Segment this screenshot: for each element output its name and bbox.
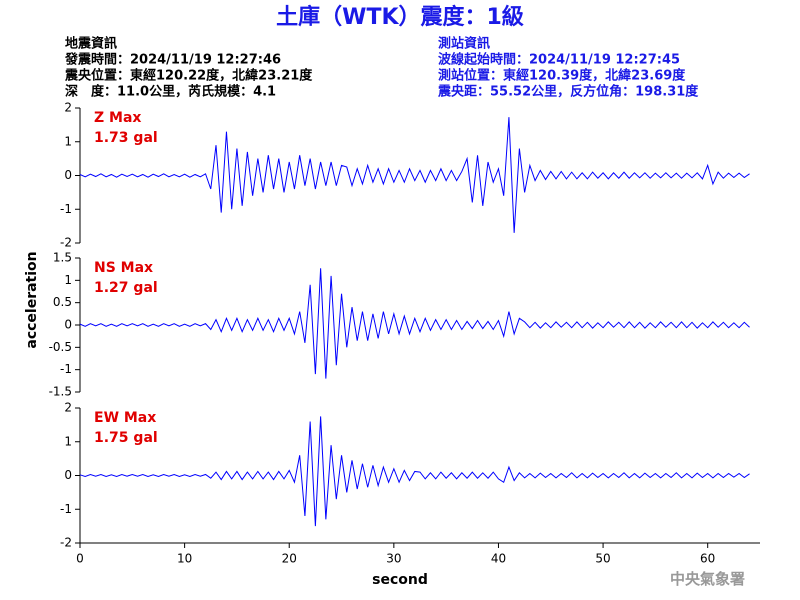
y-tick-label: -1 [60, 362, 72, 376]
y-axis-label: acceleration [24, 251, 40, 348]
y-tick-label: 0 [64, 468, 72, 482]
x-tick-label: 40 [491, 552, 506, 566]
y-tick-label: 1 [64, 434, 72, 448]
y-tick-label: -1 [60, 502, 72, 516]
max-label: 1.27 gal [94, 280, 158, 296]
quake-info: 地震資訊 [65, 36, 117, 52]
station-info: 波線起始時間：2024/11/19 12:27:45 [438, 52, 680, 68]
quake-info: 深 度：11.0公里，芮氏規模：4.1 [65, 84, 276, 100]
x-tick-label: 10 [177, 552, 192, 566]
y-tick-label: 0 [64, 318, 72, 332]
y-tick-label: 1.5 [53, 251, 72, 265]
y-tick-label: -1 [60, 202, 72, 216]
y-tick-label: 0 [64, 168, 72, 182]
y-tick-label: -0.5 [49, 340, 72, 354]
station-info: 震央距：55.52公里，反方位角：198.31度 [437, 84, 699, 100]
y-tick-label: -1.5 [49, 385, 72, 399]
y-tick-label: 1 [64, 134, 72, 148]
y-tick-label: -2 [60, 236, 72, 250]
x-tick-label: 60 [700, 552, 715, 566]
quake-info: 震央位置：東經120.22度，北緯23.21度 [64, 68, 313, 84]
max-label: 1.75 gal [94, 430, 158, 446]
station-info: 測站資訊 [438, 36, 490, 52]
waveform [79, 268, 750, 379]
y-tick-label: -2 [60, 536, 72, 550]
y-tick-label: 2 [64, 101, 72, 115]
title: 土庫（WTK）震度：1級 [276, 4, 524, 30]
y-tick-label: 1 [64, 273, 72, 287]
component-label: EW Max [94, 410, 156, 426]
component-label: NS Max [94, 260, 153, 276]
x-tick-label: 30 [386, 552, 401, 566]
x-tick-label: 50 [595, 552, 610, 566]
y-tick-label: 2 [64, 401, 72, 415]
waveform [79, 117, 750, 233]
x-axis-label: second [372, 572, 428, 588]
max-label: 1.73 gal [94, 130, 158, 146]
station-info: 測站位置：東經120.39度，北緯23.69度 [438, 68, 686, 84]
y-tick-label: 0.5 [53, 295, 72, 309]
component-label: Z Max [94, 110, 141, 126]
footer: 中央氣象署 [670, 570, 745, 588]
x-tick-label: 0 [76, 552, 84, 566]
waveform [79, 416, 750, 527]
quake-info: 發震時間：2024/11/19 12:27:46 [64, 52, 281, 68]
x-tick-label: 20 [282, 552, 297, 566]
